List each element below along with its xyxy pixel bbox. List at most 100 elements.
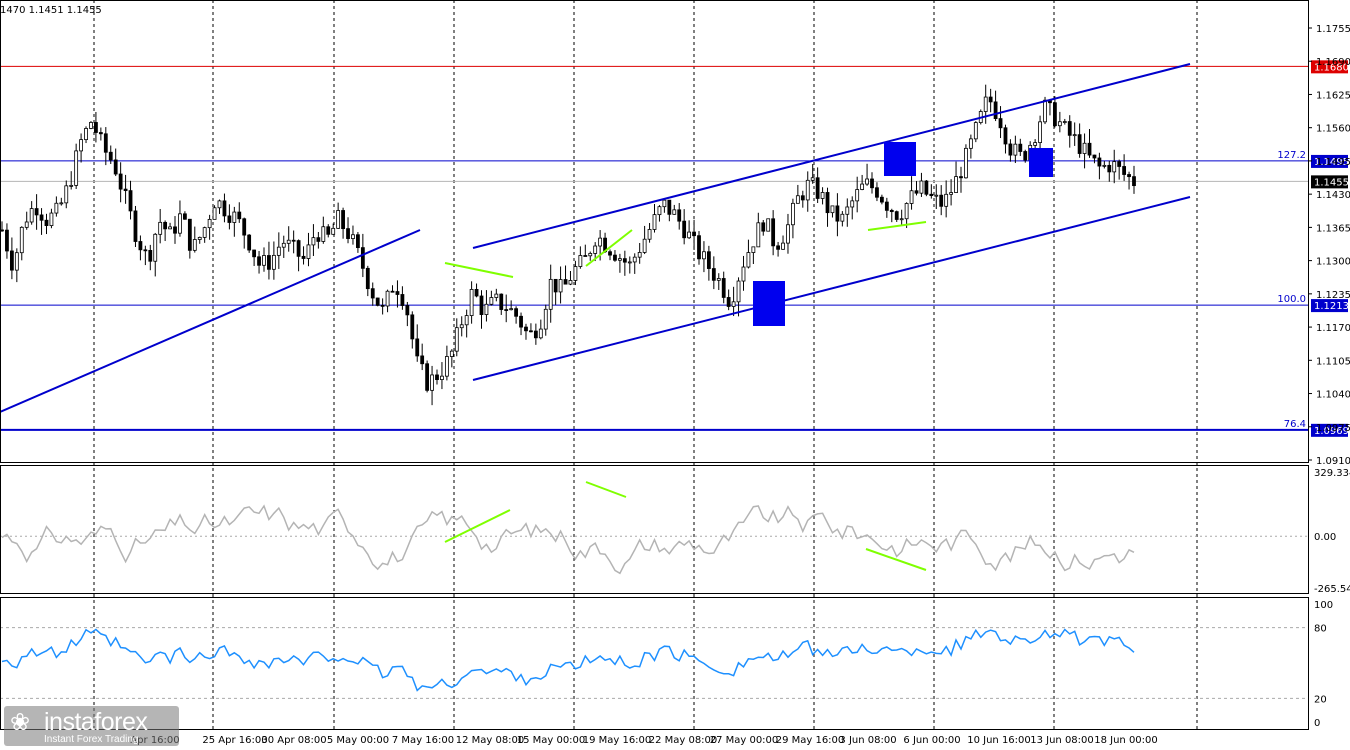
- candle-body: [113, 159, 118, 175]
- candle-body: [420, 355, 425, 365]
- candle-body: [173, 226, 177, 234]
- candle-body: [400, 294, 405, 306]
- candle-body: [242, 218, 247, 236]
- time-label: 22 May 08:00: [649, 735, 718, 746]
- candle-body: [187, 218, 192, 251]
- candle-body: [944, 193, 949, 207]
- candle-body: [89, 122, 93, 129]
- candle-body: [29, 208, 34, 223]
- candle-body: [133, 210, 138, 242]
- candle-body: [192, 239, 197, 251]
- candle-body: [884, 201, 889, 211]
- candle-body: [148, 250, 153, 262]
- candle-body: [983, 96, 988, 112]
- candle-body: [810, 177, 815, 181]
- candle-body: [341, 210, 345, 230]
- candle-body: [1122, 166, 1127, 175]
- candle-body: [786, 224, 790, 244]
- divergence-line: [444, 262, 514, 278]
- candle-body: [405, 305, 410, 316]
- candle-body: [252, 249, 257, 258]
- candle-body: [889, 209, 894, 213]
- candle-body: [687, 231, 692, 239]
- candle-body: [870, 178, 874, 189]
- candle-body: [232, 211, 237, 223]
- time-label: 7 May 16:00: [392, 735, 454, 746]
- candle-body: [385, 290, 390, 307]
- candle-body: [529, 330, 533, 333]
- cci-scale-label: 329.3341: [1314, 468, 1350, 479]
- candle-body: [435, 374, 439, 380]
- candle-body: [415, 338, 420, 357]
- cci-divergence-line: [865, 548, 927, 571]
- candle-body: [1107, 164, 1112, 173]
- candle-body: [1043, 99, 1047, 123]
- candle-body: [726, 297, 731, 307]
- candle-body: [410, 314, 415, 340]
- candle-body: [94, 122, 98, 133]
- candle-body: [514, 308, 518, 317]
- fib-level-label: 76.4: [1284, 419, 1306, 430]
- candle-body: [731, 301, 736, 307]
- candle-body: [598, 237, 603, 247]
- candle-body: [44, 219, 49, 227]
- candle-body: [593, 245, 598, 254]
- candle-body: [395, 291, 400, 295]
- candle-body: [64, 185, 69, 204]
- candle-body: [652, 214, 657, 230]
- candle-body: [716, 278, 721, 281]
- price-pane: 1.1680127.21.1495100.01.121376.41.09691.…: [0, 60, 1349, 437]
- candle-body: [667, 199, 672, 215]
- price-tick-label: 1.1300: [1316, 257, 1350, 268]
- rsi-scale-label: 100: [1314, 600, 1333, 611]
- candle-body: [939, 194, 944, 207]
- candle-body: [138, 241, 143, 251]
- candle-body: [899, 218, 904, 221]
- candle-body: [182, 213, 187, 220]
- divergence-line: [585, 229, 633, 267]
- candle-body: [1077, 134, 1082, 154]
- vertical-grid: [93, 0, 1198, 730]
- candle-body: [934, 194, 939, 197]
- candle-body: [800, 195, 805, 201]
- candle-body: [54, 202, 59, 214]
- candle-body: [533, 330, 538, 339]
- candle-body: [168, 226, 172, 230]
- candle-body: [835, 205, 840, 222]
- candle-body: [1072, 134, 1077, 137]
- candle-body: [741, 266, 746, 282]
- candle-body: [1117, 161, 1122, 167]
- instaforex-logo-icon: ❀: [10, 708, 31, 736]
- channel-lower-line: [472, 196, 1191, 381]
- price-tick-label: 1.0975: [1316, 423, 1350, 434]
- candle-body: [281, 242, 286, 248]
- candle-body: [118, 173, 123, 190]
- candle-body: [14, 252, 19, 271]
- channel-upper-line: [472, 63, 1191, 249]
- candle-body: [820, 192, 825, 199]
- candle-body: [1067, 121, 1072, 136]
- candle-body: [608, 251, 612, 256]
- candle-body: [968, 138, 973, 149]
- trend-line-lower-left: [0, 229, 421, 413]
- candle-body: [271, 254, 276, 270]
- candle-body: [504, 309, 509, 311]
- candle-body: [1038, 121, 1042, 143]
- candle-body: [370, 288, 375, 299]
- candle-body: [1127, 174, 1131, 178]
- candle-body: [914, 190, 919, 194]
- candle-body: [795, 195, 800, 204]
- candle-body: [618, 258, 622, 261]
- candle-body: [998, 118, 1003, 129]
- fib-price-label: 1.1495: [1314, 157, 1349, 168]
- candle-body: [519, 315, 523, 328]
- candle-body: [1003, 127, 1008, 145]
- candle-body: [1082, 142, 1087, 154]
- signal-box: [1029, 148, 1053, 177]
- resistance-price-tag: [1311, 60, 1348, 74]
- rsi-pane: [0, 627, 1308, 699]
- fib-level-label: 127.2: [1277, 150, 1306, 161]
- candle-body: [469, 288, 474, 316]
- candle-body: [706, 251, 711, 269]
- candle-body: [855, 189, 860, 202]
